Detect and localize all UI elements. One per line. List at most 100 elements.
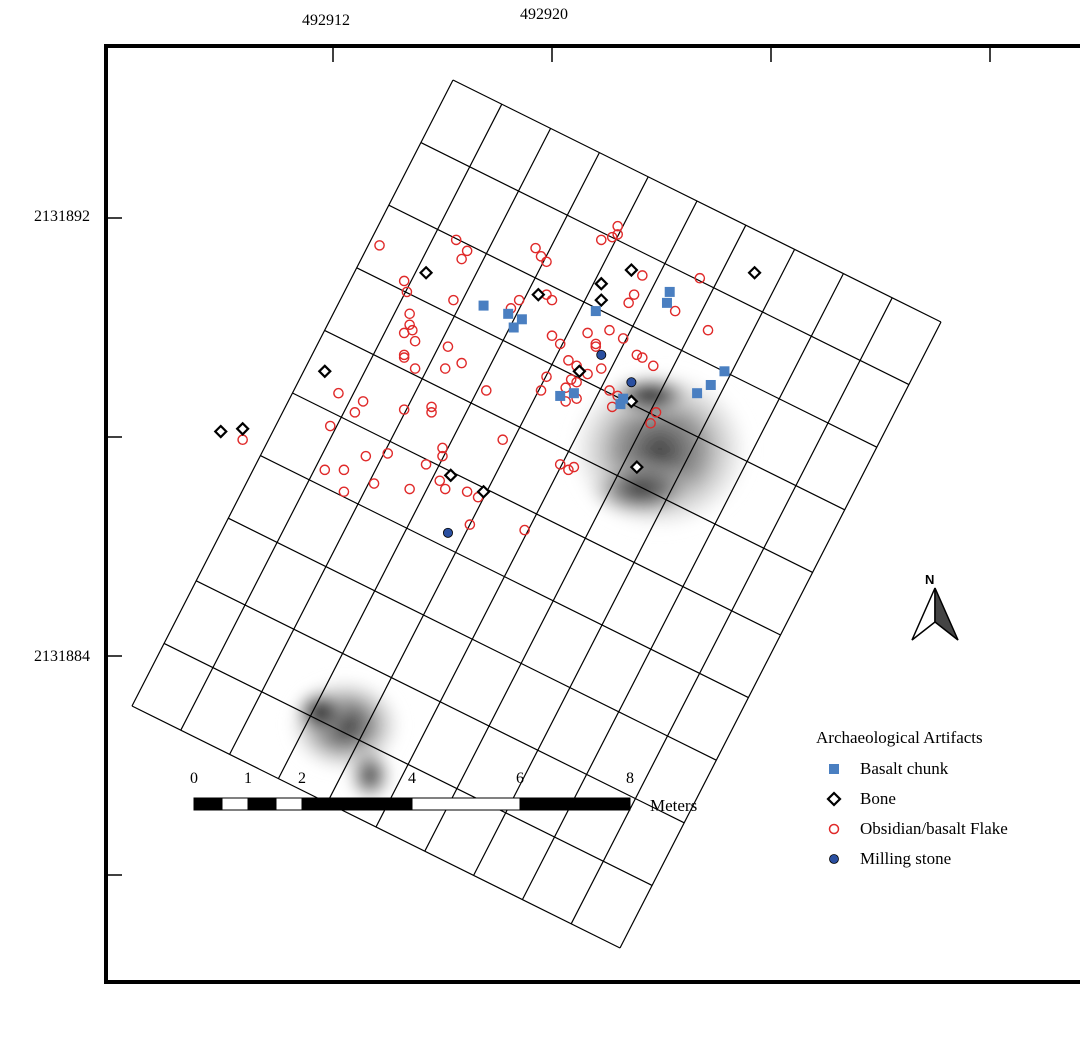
filled-circle-marker-icon bbox=[829, 854, 839, 864]
legend-label: Bone bbox=[860, 789, 896, 808]
obsidian-basalt-flake-point bbox=[439, 363, 451, 374]
obsidian-basalt-flake-point bbox=[612, 229, 624, 240]
grid-line bbox=[229, 128, 552, 755]
obsidian-basalt-flake-point bbox=[404, 483, 415, 495]
obsidian-basalt-flake-point bbox=[612, 220, 624, 232]
basalt-chunk-point bbox=[590, 306, 601, 317]
bone-point bbox=[317, 364, 332, 379]
obsidian-basalt-flake-point bbox=[604, 324, 615, 336]
north-arrow-icon: N bbox=[911, 572, 959, 641]
obsidian-basalt-flake-point bbox=[382, 448, 394, 459]
legend-label: Obsidian/basalt Flake bbox=[860, 819, 1008, 838]
legend-label: Milling stone bbox=[860, 849, 952, 868]
legend-item-bone: Bone bbox=[822, 784, 1008, 814]
obsidian-basalt-flake-point bbox=[637, 352, 648, 363]
obsidian-basalt-flake-point bbox=[606, 231, 618, 243]
diamond-marker-icon bbox=[826, 791, 842, 807]
bone-point bbox=[235, 421, 250, 436]
map-frame bbox=[104, 44, 1080, 984]
scale-label-4: 4 bbox=[408, 770, 416, 787]
basalt-chunk-point bbox=[615, 399, 626, 410]
obsidian-basalt-flake-point bbox=[456, 253, 467, 265]
obsidian-basalt-flake-point bbox=[404, 308, 415, 320]
milling-stone-point bbox=[442, 527, 453, 538]
obsidian-basalt-flake-point bbox=[595, 234, 607, 246]
obsidian-basalt-flake-point bbox=[450, 234, 462, 246]
square-marker-icon bbox=[829, 764, 839, 774]
obsidian-basalt-flake-point bbox=[480, 385, 492, 396]
obsidian-basalt-flake-point bbox=[464, 519, 476, 530]
obsidian-basalt-flake-point bbox=[530, 242, 541, 254]
obsidian-basalt-flake-point bbox=[694, 272, 706, 284]
bone-point bbox=[624, 262, 639, 278]
grid-line bbox=[131, 79, 454, 707]
bone-point bbox=[572, 364, 587, 379]
obsidian-basalt-flake-point bbox=[617, 333, 629, 344]
obsidian-basalt-flake-point bbox=[541, 256, 552, 268]
obsidian-basalt-flake-point bbox=[563, 355, 574, 366]
scale-label-1: 1 bbox=[244, 770, 252, 787]
obsidian-basalt-flake-point bbox=[554, 338, 566, 350]
obsidian-basalt-flake-point bbox=[442, 341, 454, 352]
bone-point bbox=[594, 276, 609, 291]
excavation-grid bbox=[131, 79, 942, 949]
obsidian-basalt-flake-point bbox=[357, 396, 369, 407]
basalt-chunk-point bbox=[478, 300, 489, 311]
obsidian-basalt-flake-point bbox=[409, 363, 421, 374]
obsidian-basalt-flake-point bbox=[497, 434, 509, 446]
grid-line bbox=[375, 200, 698, 828]
map-legend: Archaeological Artifacts Basalt chunk Bo… bbox=[816, 728, 1008, 874]
obsidian-basalt-flake-point bbox=[237, 434, 248, 446]
obsidian-basalt-flake-point bbox=[565, 374, 577, 385]
basalt-chunk-point bbox=[508, 322, 519, 333]
basalt-chunk-point bbox=[661, 297, 672, 308]
obsidian-basalt-flake-point bbox=[426, 407, 437, 418]
y-coord-label-2: 2131884 bbox=[34, 648, 90, 665]
obsidian-basalt-flake-point bbox=[623, 297, 634, 309]
grid-line bbox=[521, 273, 844, 900]
obsidian-basalt-flake-point bbox=[560, 396, 571, 407]
legend-label: Basalt chunk bbox=[860, 759, 949, 778]
obsidian-basalt-flake-point bbox=[590, 338, 602, 350]
bone-point bbox=[213, 424, 228, 439]
bone-point bbox=[476, 484, 491, 499]
obsidian-basalt-flake-point bbox=[647, 360, 659, 372]
obsidian-basalt-flake-point bbox=[398, 404, 410, 415]
obsidian-basalt-flake-point bbox=[439, 483, 451, 495]
bone-point bbox=[531, 287, 546, 302]
obsidian-basalt-flake-point bbox=[595, 363, 607, 374]
bone-point bbox=[419, 265, 434, 280]
grid-line bbox=[180, 103, 503, 731]
obsidian-basalt-flake-point bbox=[448, 294, 459, 306]
obsidian-basalt-flake-point bbox=[631, 349, 643, 361]
obsidian-basalt-flake-point bbox=[437, 450, 448, 462]
legend-title: Archaeological Artifacts bbox=[816, 728, 983, 747]
basalt-chunk-point bbox=[664, 286, 675, 297]
legend-item-basalt-chunk: Basalt chunk bbox=[822, 754, 1008, 784]
milling-stone-point bbox=[596, 349, 607, 360]
basalt-chunk-point bbox=[692, 388, 703, 399]
obsidian-basalt-flake-point bbox=[546, 330, 558, 342]
scale-units: Meters bbox=[650, 796, 698, 815]
obsidian-basalt-flake-point bbox=[349, 407, 361, 418]
basalt-chunk-point bbox=[719, 366, 730, 377]
obsidian-basalt-flake-point bbox=[368, 478, 380, 489]
basalt-chunk-point bbox=[618, 393, 629, 404]
obsidian-basalt-flake-point bbox=[513, 294, 525, 306]
basalt-chunk-point bbox=[568, 388, 579, 399]
obsidian-basalt-flake-point bbox=[437, 442, 448, 454]
milling-stone-point bbox=[626, 377, 637, 388]
obsidian-basalt-flake-point bbox=[374, 240, 385, 251]
grid-line bbox=[473, 249, 796, 876]
obsidian-basalt-flake-point bbox=[333, 387, 344, 399]
obsidian-basalt-flake-point bbox=[637, 270, 648, 281]
obsidian-basalt-flake-point bbox=[535, 251, 547, 262]
obsidian-basalt-flake-point bbox=[571, 376, 582, 388]
obsidian-basalt-flake-point bbox=[563, 464, 574, 476]
obsidian-basalt-flake-point bbox=[628, 289, 640, 300]
scale-bar bbox=[193, 797, 631, 811]
y-coord-label-1: 2131892 bbox=[34, 208, 90, 225]
scale-label-8: 8 bbox=[626, 770, 634, 787]
artifact-points bbox=[213, 220, 762, 538]
obsidian-basalt-flake-point bbox=[519, 524, 530, 536]
